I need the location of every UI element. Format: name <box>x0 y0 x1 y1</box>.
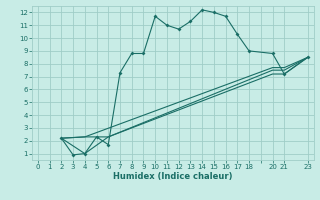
X-axis label: Humidex (Indice chaleur): Humidex (Indice chaleur) <box>113 172 233 181</box>
